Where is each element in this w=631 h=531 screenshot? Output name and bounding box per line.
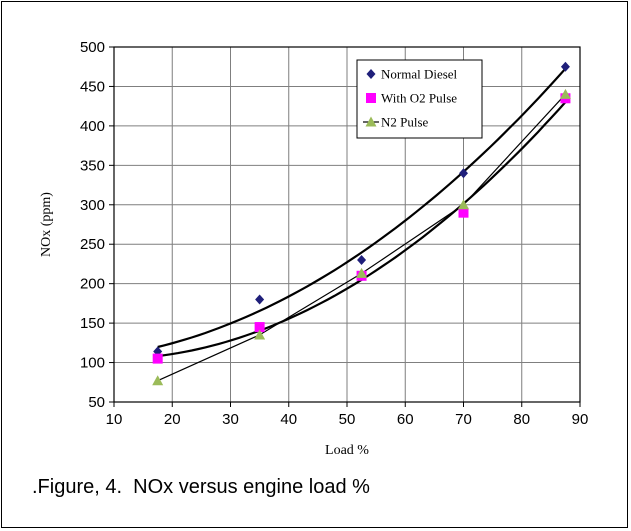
x-tick-label: 80 xyxy=(513,411,530,428)
trendline xyxy=(157,101,567,358)
x-tick-label: 50 xyxy=(339,411,356,428)
y-tick-label: 400 xyxy=(80,118,105,135)
data-point xyxy=(255,294,265,305)
data-points xyxy=(152,61,571,386)
tick-labels: 10 20 30 40 50 60 70 80 90 50 100 150 200 250 300 350 40… xyxy=(80,39,588,428)
y-axis-label: NOx (ppm) xyxy=(39,192,54,257)
legend-label: Normal Diesel xyxy=(381,67,458,82)
legend: Normal Diesel With O2 Pulse N2 Pulse xyxy=(356,59,483,139)
y-tick-label: 200 xyxy=(80,276,105,293)
y-tick-label: 350 xyxy=(80,157,105,174)
y-tick-label: 500 xyxy=(80,39,105,56)
x-tick-label: 30 xyxy=(222,411,239,428)
axes xyxy=(109,46,581,407)
legend-item: With O2 Pulse xyxy=(366,91,457,106)
data-point xyxy=(357,255,367,265)
chart: 10 20 30 40 50 60 70 80 90 50 100 150 200 250 300 350 40… xyxy=(39,39,588,458)
data-point xyxy=(458,207,469,218)
legend-marker xyxy=(366,69,376,79)
y-tick-label: 50 xyxy=(88,394,105,411)
legend-item: N2 Pulse xyxy=(363,115,429,130)
data-point xyxy=(152,375,164,386)
y-tick-label: 250 xyxy=(80,236,105,253)
plot-area-border xyxy=(113,46,581,403)
x-tick-label: 70 xyxy=(455,411,472,428)
legend-label: With O2 Pulse xyxy=(381,91,457,106)
data-point xyxy=(254,329,266,340)
grid xyxy=(113,46,581,403)
legend-marker xyxy=(366,93,376,103)
y-tick-label: 150 xyxy=(80,315,105,332)
legend-item: Normal Diesel xyxy=(366,67,458,82)
data-point xyxy=(356,267,368,278)
figure-caption: .Figure, 4. NOx versus engine load % xyxy=(32,476,370,498)
data-point xyxy=(152,353,163,364)
x-axis-label: Load % xyxy=(325,443,369,458)
data-point xyxy=(560,61,570,72)
x-tick-label: 40 xyxy=(280,411,297,428)
x-tick-label: 10 xyxy=(106,411,123,428)
x-tick-label: 20 xyxy=(164,411,181,428)
legend-box xyxy=(356,59,483,139)
y-tick-label: 100 xyxy=(80,355,105,372)
data-point xyxy=(458,199,469,210)
trendline xyxy=(157,67,567,349)
data-point xyxy=(459,168,468,179)
data-point xyxy=(254,322,265,333)
legend-marker xyxy=(365,116,377,127)
x-tick-label: 60 xyxy=(397,411,414,428)
y-tick-label: 300 xyxy=(80,197,105,214)
data-point xyxy=(559,88,571,99)
legend-label: N2 Pulse xyxy=(381,115,429,130)
x-tick-label: 90 xyxy=(572,411,589,428)
y-tick-label: 450 xyxy=(80,78,105,95)
